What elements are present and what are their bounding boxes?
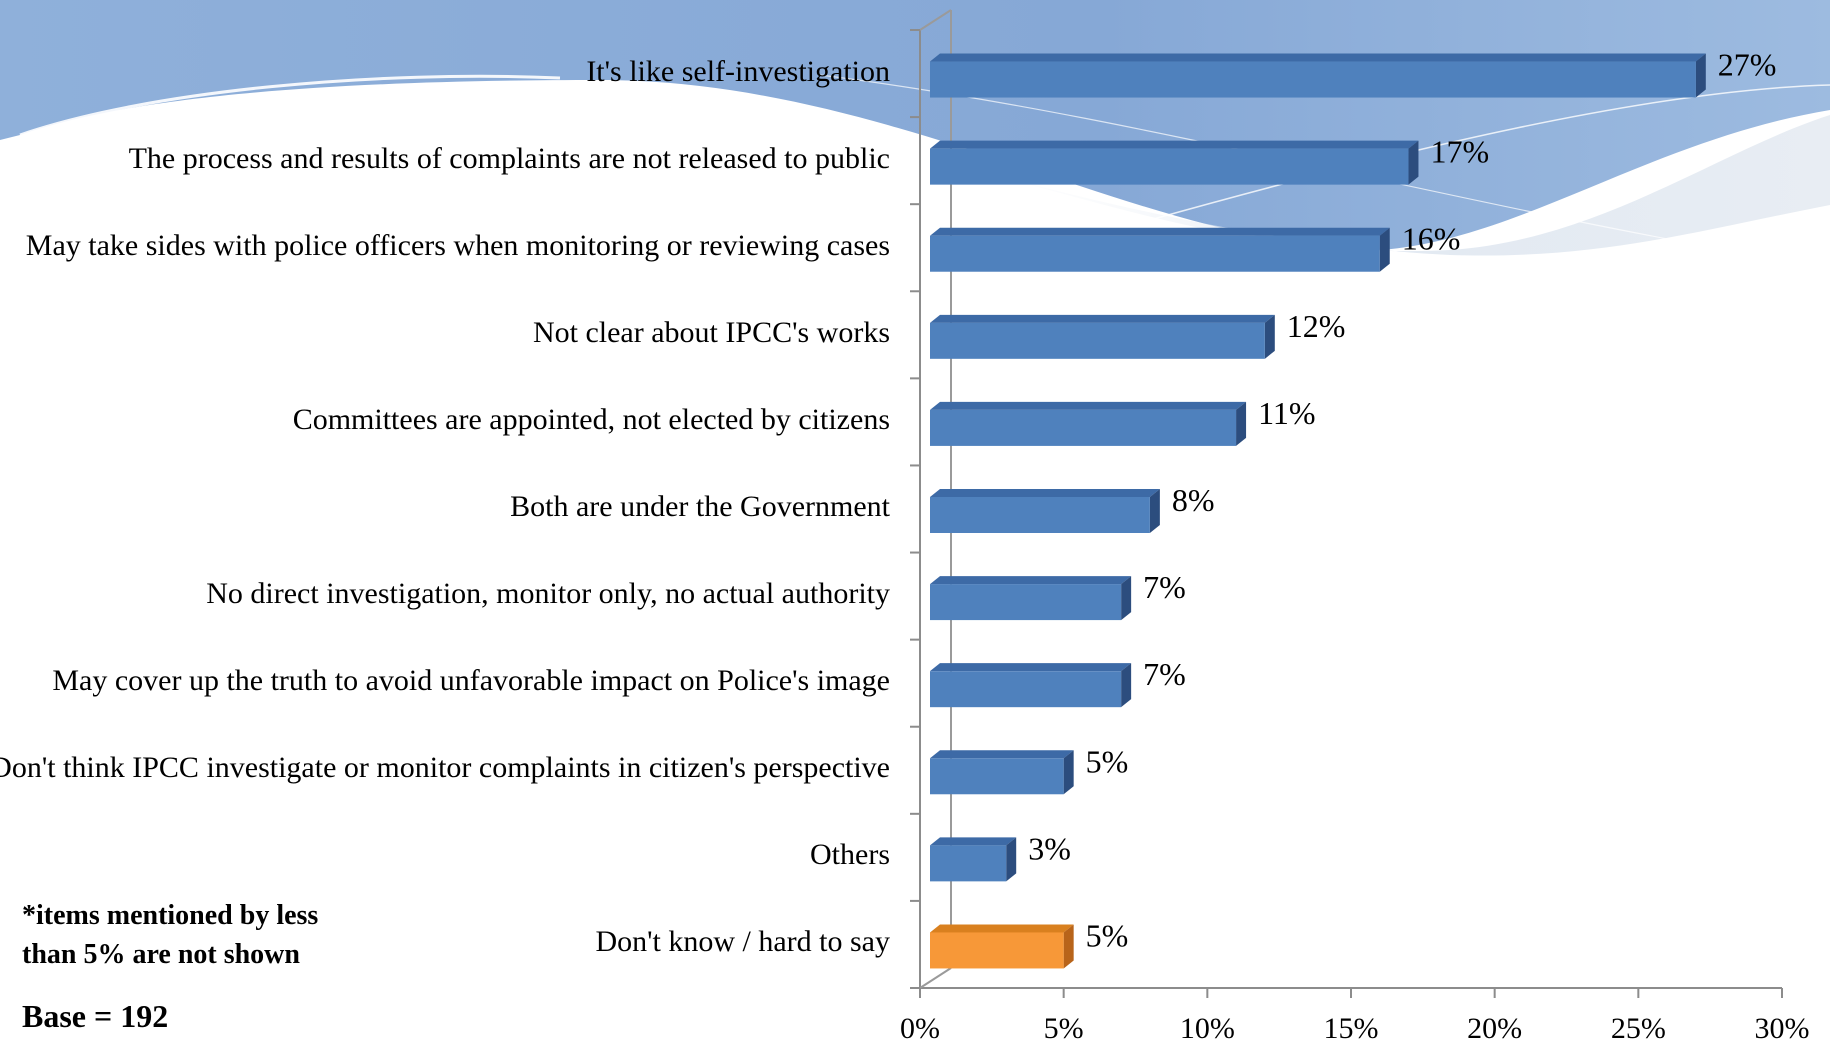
- category-label: Not clear about IPCC's works: [532, 315, 890, 349]
- bar-side: [1121, 576, 1132, 621]
- bar-side: [1063, 924, 1074, 969]
- category-label: Don't know / hard to say: [595, 925, 890, 959]
- bar-side: [1236, 401, 1247, 446]
- bar-top: [930, 924, 1074, 933]
- bar: [930, 576, 1132, 621]
- bar-front: [930, 61, 1696, 98]
- bar-front: [930, 497, 1150, 533]
- bar: [930, 489, 1160, 533]
- y-axis-depth-bottom: [919, 967, 952, 989]
- bar: [930, 663, 1132, 708]
- bar-front: [930, 148, 1409, 185]
- category-label: May cover up the truth to avoid unfavora…: [52, 664, 890, 698]
- category-label: The process and results of complaints ar…: [128, 141, 890, 175]
- bar: [930, 140, 1419, 185]
- x-axis-ticks: 0% 5% 10% 15% 20% 25% 30%: [900, 988, 1810, 1045]
- bar-front: [930, 584, 1122, 621]
- bar-front: [930, 322, 1265, 359]
- y-axis-depth-top: [919, 9, 952, 31]
- bar-side: [1063, 750, 1074, 795]
- bar-top: [930, 837, 1017, 846]
- bar-side: [1264, 314, 1275, 359]
- data-label: 17%: [1430, 134, 1489, 170]
- x-tick-label: 0%: [900, 1012, 940, 1045]
- category-label: May take sides with police officers when…: [25, 228, 890, 262]
- x-tick-label: 20%: [1467, 1012, 1522, 1045]
- data-label: 7%: [1143, 569, 1186, 605]
- bar-top: [930, 314, 1275, 323]
- bar-top: [930, 489, 1160, 497]
- bar-front: [930, 758, 1064, 795]
- data-label: 11%: [1258, 395, 1315, 431]
- data-label: 7%: [1143, 656, 1186, 692]
- data-label: 16%: [1402, 221, 1461, 257]
- bar-front: [930, 932, 1064, 969]
- data-label: 3%: [1028, 830, 1071, 866]
- bar-front: [930, 845, 1007, 882]
- x-tick-label: 15%: [1324, 1012, 1379, 1045]
- data-label: 5%: [1086, 917, 1129, 953]
- bar: [930, 837, 1017, 882]
- bar-top: [930, 576, 1132, 585]
- x-tick-label: 25%: [1611, 1012, 1666, 1045]
- bar: [930, 401, 1247, 446]
- bar-front: [930, 409, 1237, 446]
- bar-top: [930, 750, 1074, 759]
- bar-side: [1408, 140, 1419, 185]
- category-label: Committees are appointed, not elected by…: [292, 402, 890, 436]
- category-ticks: [910, 29, 920, 989]
- x-tick-label: 5%: [1044, 1012, 1084, 1045]
- data-label: 8%: [1172, 482, 1215, 518]
- x-tick-label: 10%: [1180, 1012, 1235, 1045]
- data-label: 5%: [1086, 743, 1129, 779]
- bar-top: [930, 227, 1390, 236]
- bar-side: [1121, 663, 1132, 708]
- bar: [930, 314, 1275, 359]
- x-tick-label: 30%: [1755, 1012, 1810, 1045]
- bar-front: [930, 671, 1122, 708]
- bar-top: [930, 53, 1706, 62]
- bar-side: [1695, 53, 1706, 98]
- bar-top: [930, 140, 1419, 149]
- data-labels: 27% 17% 16% 12% 11% 8% 7% 7% 5% 3% 5%: [1028, 47, 1776, 954]
- bars: [930, 53, 1706, 969]
- category-label: Both are under the Government: [510, 490, 890, 523]
- footnote-base: Base = 192: [22, 998, 169, 1034]
- bar: [930, 53, 1706, 98]
- bar-top: [930, 401, 1247, 410]
- data-label: 27%: [1718, 47, 1777, 83]
- category-label: Don't think IPCC investigate or monitor …: [0, 751, 890, 785]
- bar-side: [1149, 489, 1160, 533]
- data-label: 12%: [1287, 308, 1346, 344]
- bar: [930, 924, 1074, 969]
- category-label: No direct investigation, monitor only, n…: [206, 577, 890, 611]
- bar-side: [1006, 837, 1017, 882]
- category-label: Others: [810, 838, 890, 872]
- footnote-note: *items mentioned by less than 5% are not…: [22, 900, 319, 970]
- category-label: It's like self-investigation: [586, 54, 890, 88]
- bar-side: [1379, 227, 1390, 272]
- bar-front: [930, 235, 1380, 272]
- bar: [930, 750, 1074, 795]
- bar: [930, 227, 1390, 272]
- bar-top: [930, 663, 1132, 672]
